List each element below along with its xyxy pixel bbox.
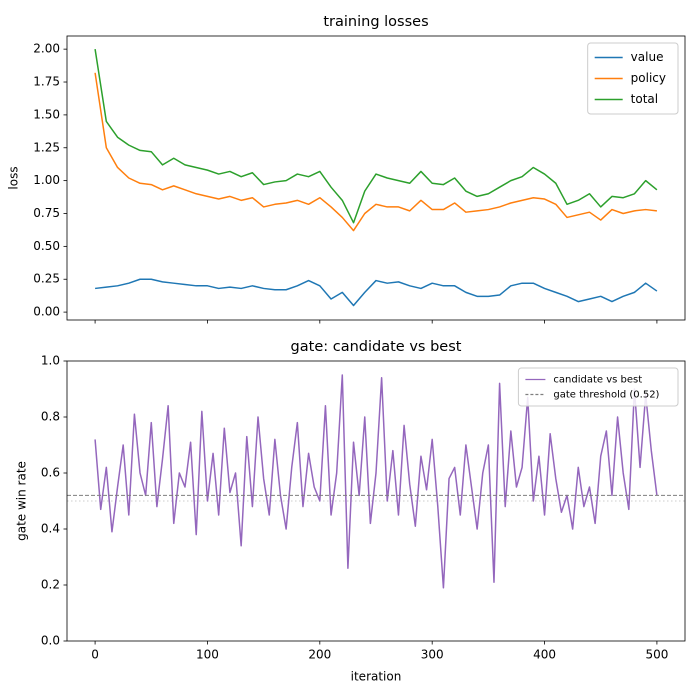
y-tick-label: 1.25 (33, 140, 60, 154)
legend-label: candidate vs best (553, 375, 642, 386)
x-tick-label: 0 (91, 648, 99, 662)
x-tick-label: 200 (308, 648, 331, 662)
y-tick-label: 1.0 (41, 354, 60, 368)
legend-box (517, 367, 679, 407)
series-line (94, 72, 657, 232)
x-axis-label: iteration (351, 670, 402, 684)
y-tick-label: 1.75 (33, 75, 60, 89)
y-tick-label: 0.0 (41, 634, 60, 648)
chart-title: training losses (323, 14, 428, 30)
y-tick-label: 0.50 (33, 239, 60, 253)
legend-box (587, 42, 679, 115)
x-tick-label: 300 (421, 648, 444, 662)
legend-label: gate threshold (0.52) (553, 390, 659, 401)
y-tick-label: 0.25 (33, 272, 60, 286)
y-tick-label: 1.50 (33, 107, 60, 121)
series-line (95, 278, 658, 307)
y-axis-label: loss (7, 166, 21, 189)
chart-title: gate: candidate vs best (291, 339, 462, 355)
y-tick-label: 0.4 (41, 522, 60, 536)
plot-frame (66, 35, 686, 321)
y-tick-label: 2.00 (33, 42, 60, 56)
y-tick-label: 0.8 (41, 410, 60, 424)
legend-label: total (631, 92, 658, 106)
y-tick-label: 0.2 (41, 578, 60, 592)
y-tick-label: 1.00 (33, 173, 60, 187)
series-line (94, 374, 658, 589)
legend-label: policy (631, 71, 666, 85)
series-line (94, 49, 658, 224)
x-tick-label: 500 (645, 648, 668, 662)
y-tick-label: 0.00 (33, 305, 60, 319)
x-tick-label: 100 (196, 648, 219, 662)
y-tick-label: 0.6 (41, 466, 60, 480)
y-axis-label: gate win rate (15, 461, 29, 541)
x-tick-label: 400 (533, 648, 556, 662)
plot-frame (66, 360, 686, 642)
y-tick-label: 0.75 (33, 206, 60, 220)
legend-label: value (631, 50, 664, 64)
